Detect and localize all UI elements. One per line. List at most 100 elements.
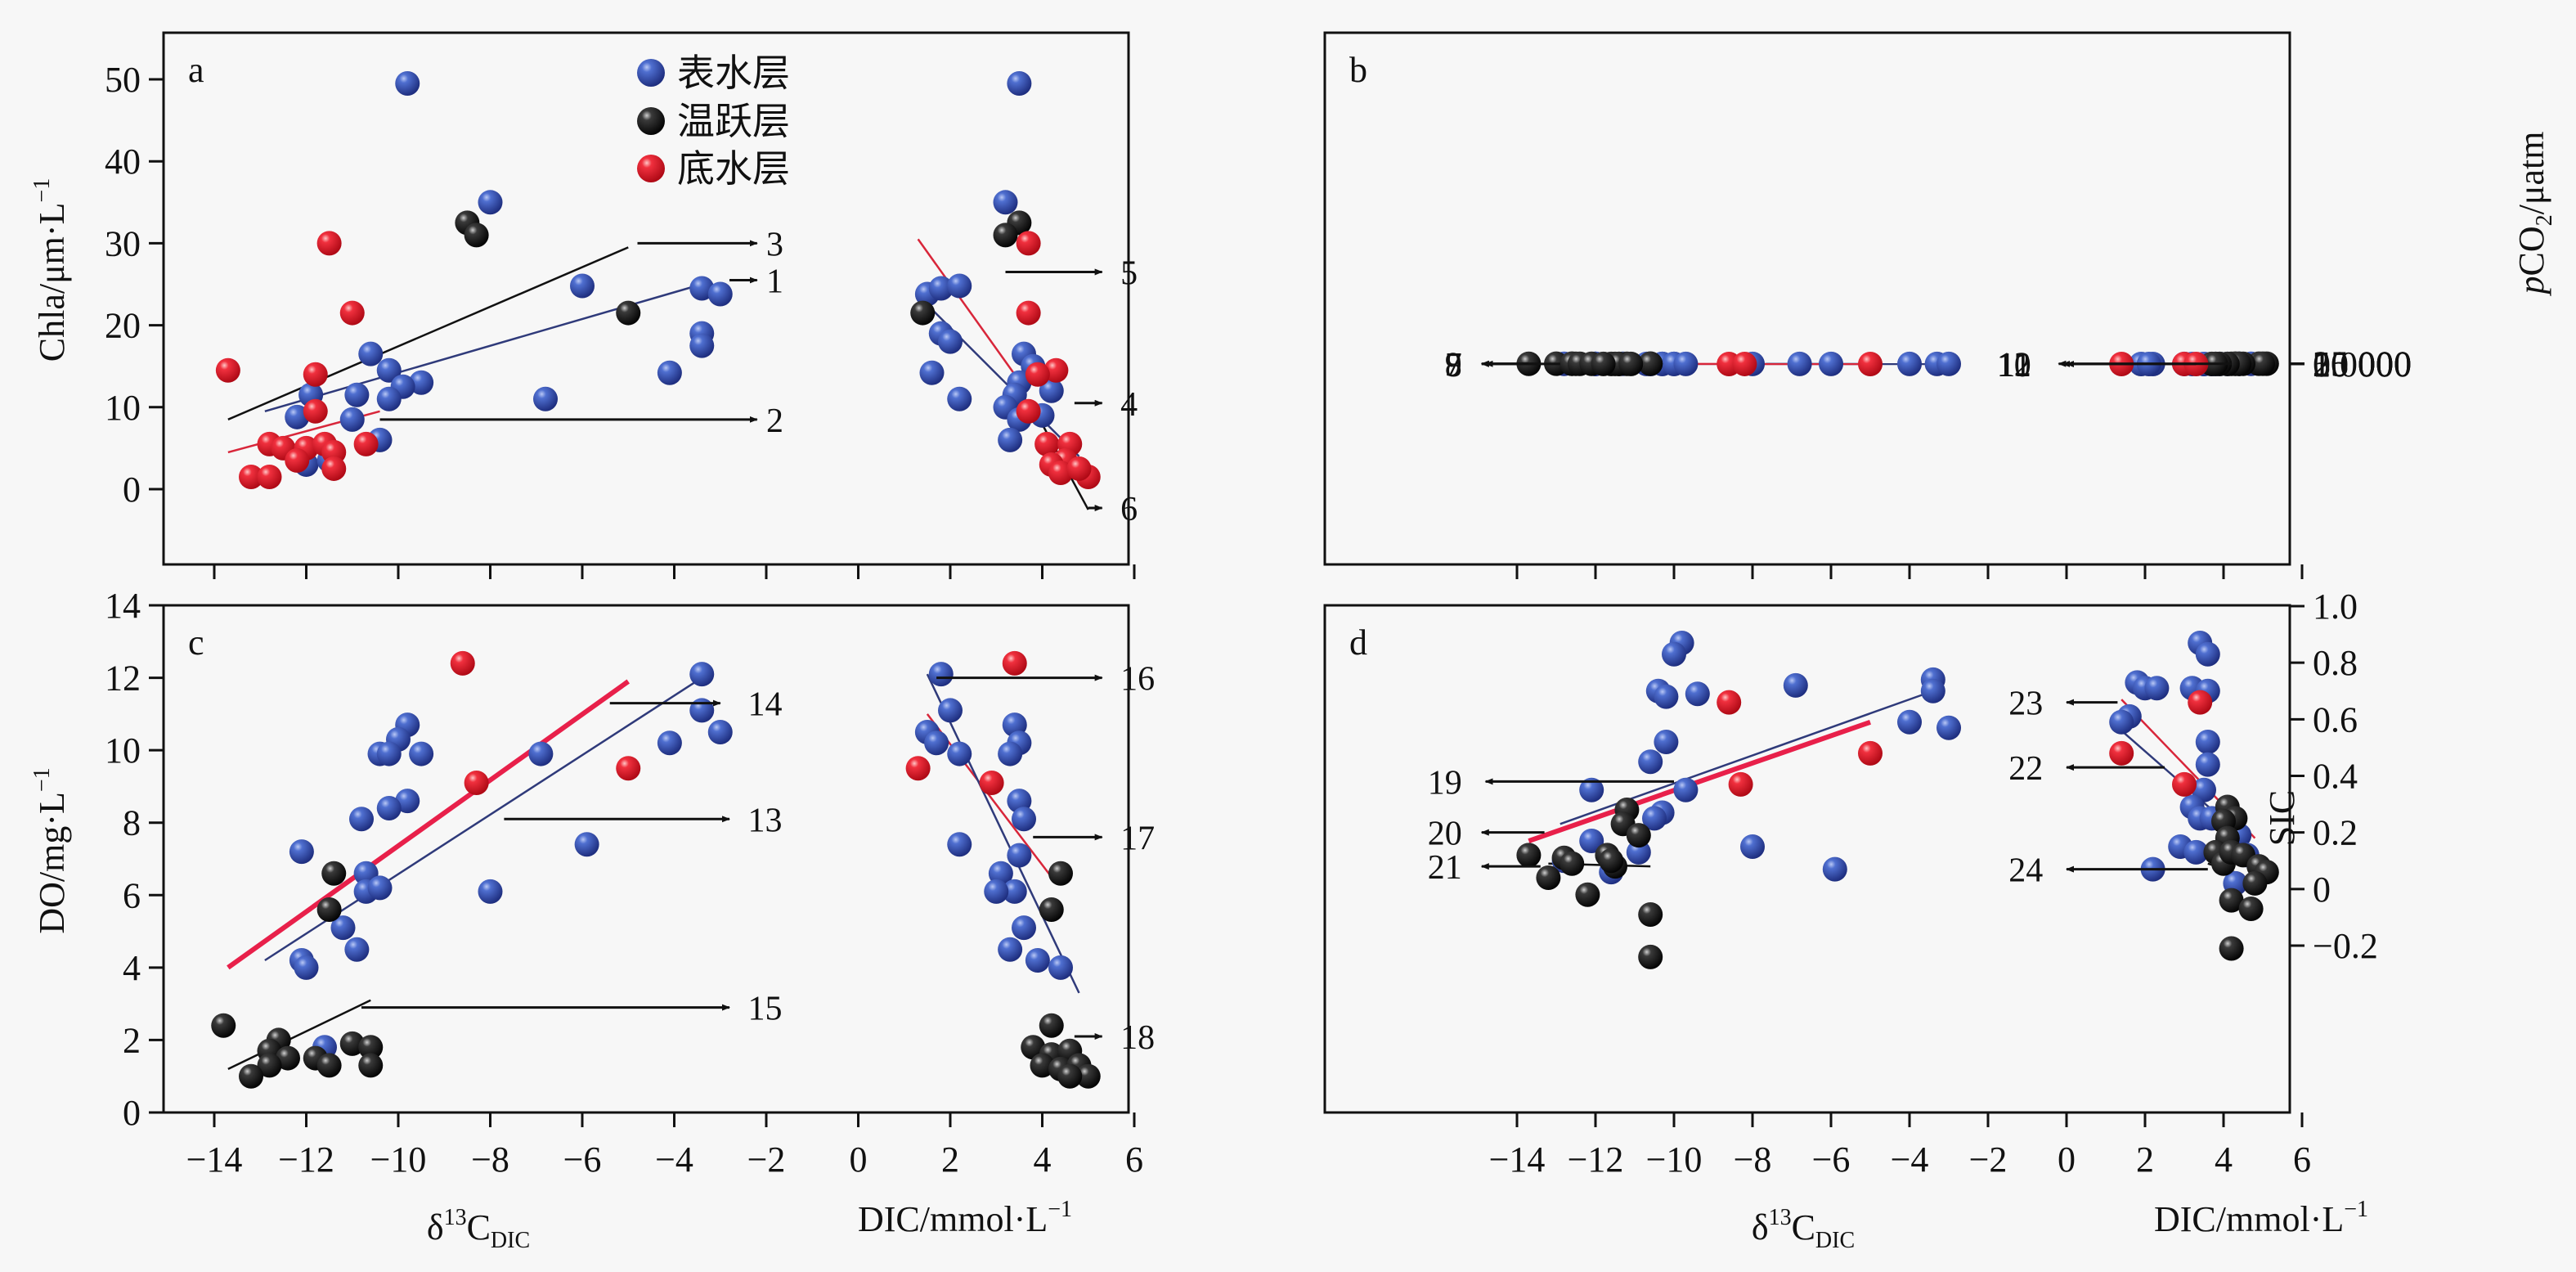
x-tick-label: −2 [1969,1139,2008,1180]
data-point-surface [478,879,503,904]
annotation-label-2: 2 [766,402,783,440]
x-tick-label: −10 [370,1139,427,1180]
data-point-surface [478,190,503,215]
data-point-surface [1039,378,1064,403]
annotation-label-22: 22 [2008,750,2043,788]
annotation-label-14: 14 [748,686,783,724]
data-point-surface [376,796,402,820]
fit-line-17 [926,673,1080,994]
data-point-surface [2109,709,2134,735]
data-point-surface [1685,681,1710,707]
plot-frame [162,31,1130,566]
plot-frame [162,604,1130,1114]
annotation-label-6: 6 [1120,491,1138,528]
data-point-thermocline [321,861,347,886]
data-point-bottom [1016,300,1041,326]
data-point-thermocline [1638,944,1663,969]
y-tick-label: 40 [105,142,141,182]
legend-label-bottom: 底水层 [677,148,790,190]
x-axis-title-dic-left: DIC/mmol·L−1 [858,1197,1072,1239]
data-point-bottom [303,398,328,424]
data-point-surface [294,955,319,980]
legend-label-surface: 表水层 [677,52,790,94]
data-point-bottom [450,650,475,676]
data-point-surface [349,807,374,832]
x-tick-label: −10 [1646,1139,1703,1180]
data-point-surface [344,937,370,962]
annotation-label-10: 10 [1997,347,2031,384]
data-point-thermocline [339,1031,365,1056]
x-tick-label: −2 [747,1139,786,1180]
data-point-bottom [285,447,310,473]
data-point-thermocline [276,1045,300,1071]
annotation-label-4: 4 [1120,386,1138,424]
x-tick-label: 4 [1034,1139,1052,1180]
data-point-bottom [339,300,365,326]
data-point-surface [938,698,963,723]
data-point-surface [1920,678,1945,703]
x-tick-label: −6 [563,1139,602,1180]
y-tick-label: 0.8 [2313,643,2358,683]
data-point-thermocline [1575,882,1600,907]
data-point-thermocline [1599,848,1624,874]
data-point-bottom [303,362,328,387]
x-tick-label: 0 [850,1139,868,1180]
y-tick-label: 1.0 [2313,587,2358,627]
x-axis-title-d13c-left: δ13CDIC [427,1205,530,1253]
data-point-thermocline [1030,1053,1055,1078]
data-point-bottom [321,456,347,481]
data-point-surface [2183,839,2209,865]
data-point-thermocline [1057,1063,1083,1089]
y-tick-label: 14 [105,586,141,626]
annotation-label-24: 24 [2008,852,2043,890]
data-point-thermocline [1536,865,1561,890]
panel-letter: b [1349,50,1367,90]
data-point-surface [570,273,595,299]
data-point-surface [998,741,1023,766]
data-point-surface [928,662,954,687]
annotation-label-3: 3 [766,226,783,263]
data-point-surface [1626,839,1651,865]
annotation-label-18: 18 [1120,1019,1155,1057]
data-point-surface [367,875,393,901]
data-point-surface [689,698,715,723]
fit-line-1 [264,283,702,413]
data-point-thermocline [2242,870,2268,896]
y-tick-label: 0 [123,1093,141,1133]
data-point-bottom [239,464,263,489]
data-point-surface [358,341,384,366]
panel-letter: d [1349,623,1367,663]
data-point-surface [2195,730,2220,754]
x-tick-label: −8 [471,1139,509,1180]
annotation-label-7: 7 [1445,347,1462,384]
fit-line-14 [227,679,630,970]
data-point-thermocline [1075,1063,1101,1089]
data-point-thermocline [464,222,489,248]
x-tick-label: −6 [1812,1139,1851,1180]
data-point-surface [984,879,1009,904]
y-tick-label: 10 [105,388,141,428]
data-point-surface [924,730,949,756]
data-point-surface [1662,641,1686,667]
annotation-label-12: 12 [1997,347,2031,384]
panel-c: c −14 −12 −10 −8 −6 −4 −2 0 2 4 6 0 2 4 6 8 10 12 14 14 13 15 1… [105,586,1155,1180]
data-point-thermocline [2251,351,2275,376]
legend-label-thermocline: 温跃层 [677,101,790,142]
data-point-bottom [1016,398,1041,424]
plot-frame [1323,31,2291,566]
data-point-surface [1012,915,1036,941]
data-point-surface [689,333,715,358]
fit-line-15 [227,999,371,1070]
data-point-bottom [1858,740,1883,766]
x-tick-label: −8 [1734,1139,1772,1180]
data-point-thermocline [2238,897,2264,922]
x-tick-label: 6 [2293,1139,2311,1180]
y-axis-title-pco2: pCO2/μatm [2511,132,2557,297]
y-tick-label: 0.6 [2313,699,2358,739]
y-tick-label: 15 000 [2313,344,2412,384]
data-point-bottom [1034,431,1060,456]
y-tick-label: 10 000 [2313,344,2412,384]
annotation-label-21: 21 [1428,849,1462,887]
data-point-bottom [1025,362,1050,387]
